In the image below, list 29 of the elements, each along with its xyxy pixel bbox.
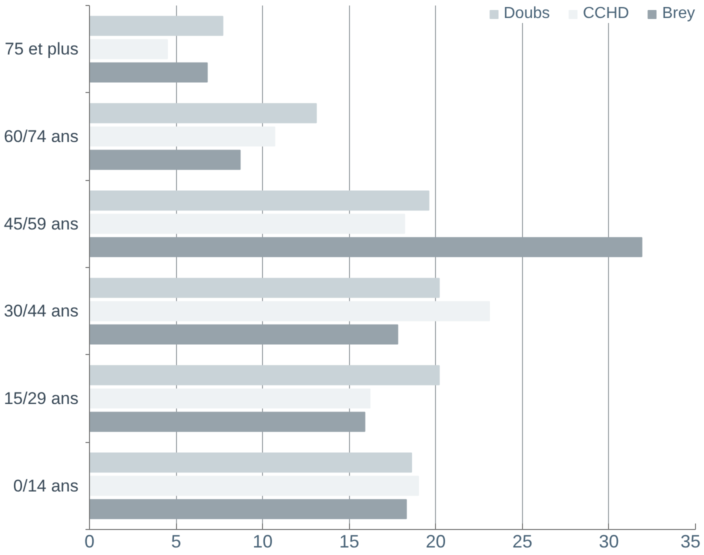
y-tick-label: 15/29 ans	[4, 389, 79, 408]
legend-label: Doubs	[504, 5, 550, 23]
x-tick-label: 10	[252, 532, 273, 552]
y-tick-label: 0/14 ans	[13, 476, 79, 496]
bar	[90, 365, 440, 386]
x-tick-label: 20	[426, 532, 446, 552]
y-tick-label: 45/59 ans	[4, 214, 79, 234]
bar	[90, 452, 412, 473]
y-tick-label: 75 et plus	[4, 40, 79, 59]
bar	[90, 278, 440, 298]
bar	[90, 301, 490, 322]
y-tick-label: 30/44 ans	[4, 302, 79, 321]
bar	[90, 214, 406, 234]
legend-label: CCHD	[582, 5, 630, 23]
bar	[90, 476, 419, 496]
x-tick-label: 15	[339, 532, 360, 552]
bar	[90, 126, 276, 147]
bar	[90, 388, 370, 409]
x-tick-label: 5	[171, 532, 182, 552]
bar	[90, 39, 168, 60]
x-tick-label: 30	[598, 532, 619, 552]
bar	[90, 103, 317, 124]
y-tick-label: 60/74 ans	[4, 127, 79, 146]
bar	[90, 190, 430, 211]
bar	[90, 16, 224, 36]
x-tick-label: 25	[512, 532, 532, 552]
x-tick-label: 0	[84, 532, 95, 552]
x-tick-label: 35	[680, 532, 701, 552]
legend-label: Brey	[662, 5, 695, 23]
